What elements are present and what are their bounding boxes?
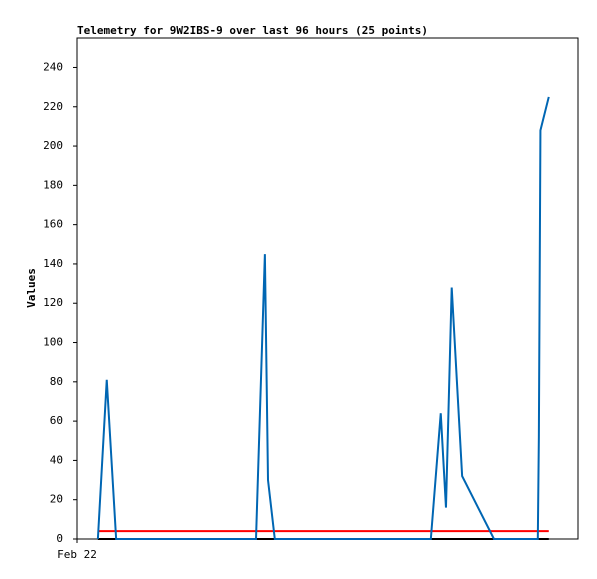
series-line [96, 96, 550, 540]
x-tick-label: Feb 22 [57, 548, 97, 561]
y-tick-label: 40 [50, 453, 63, 466]
y-tick-label: 80 [50, 375, 63, 388]
y-tick-label: 100 [43, 336, 63, 349]
y-tick-label: 220 [43, 100, 63, 113]
y-tick-label: 120 [43, 296, 63, 309]
y-tick-label: 140 [43, 257, 63, 270]
y-axis-label: Values [25, 268, 38, 308]
y-tick-label: 60 [50, 414, 63, 427]
y-tick-label: 200 [43, 139, 63, 152]
chart-title: Telemetry for 9W2IBS-9 over last 96 hour… [77, 24, 428, 37]
y-tick-label: 240 [43, 60, 63, 73]
y-tick-label: 20 [50, 493, 63, 506]
y-tick-label: 160 [43, 218, 63, 231]
y-tick-label: 180 [43, 178, 63, 191]
y-tick-label: 0 [56, 532, 63, 545]
